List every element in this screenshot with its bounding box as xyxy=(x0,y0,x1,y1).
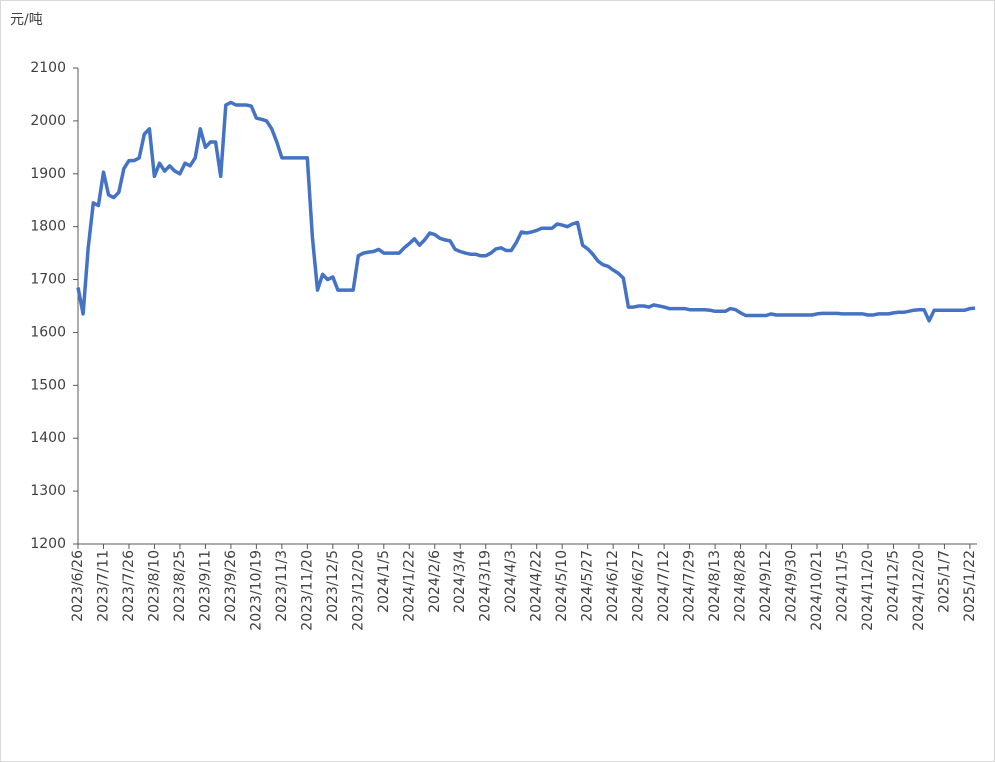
y-tick-label: 1900 xyxy=(30,166,66,182)
x-tick-label: 2024/9/30 xyxy=(784,550,800,622)
x-tick-label: 2023/9/11 xyxy=(197,550,213,622)
x-tick-label: 2024/9/12 xyxy=(758,550,774,622)
x-tick-label: 2024/11/20 xyxy=(860,550,876,631)
x-tick-label: 2023/10/19 xyxy=(248,550,264,631)
x-tick-label: 2023/12/5 xyxy=(325,550,341,622)
x-tick-label: 2024/12/20 xyxy=(911,550,927,631)
data-line xyxy=(76,100,976,323)
y-tick-label: 1800 xyxy=(30,219,66,235)
x-tick-label: 2024/10/21 xyxy=(809,550,825,631)
x-tick-label: 2024/12/5 xyxy=(885,550,901,622)
y-axis-label: 元/吨 xyxy=(10,12,43,28)
x-tick-label: 2025/1/22 xyxy=(962,550,978,622)
y-tick-label: 1500 xyxy=(30,377,66,393)
x-tick-label: 2025/1/7 xyxy=(936,550,952,613)
x-tick-label: 2024/4/22 xyxy=(529,550,545,622)
x-tick-label: 2024/1/22 xyxy=(401,550,417,622)
y-tick-label: 1300 xyxy=(30,483,66,499)
x-tick-label: 2023/8/10 xyxy=(146,550,162,622)
x-tick-label: 2024/5/27 xyxy=(580,550,596,622)
x-tick-label: 2024/5/10 xyxy=(554,550,570,622)
x-tick-label: 2024/2/6 xyxy=(427,550,443,613)
y-tick-label: 2000 xyxy=(30,113,66,129)
x-tick-label: 2024/6/12 xyxy=(605,550,621,622)
x-tick-label: 2024/6/27 xyxy=(631,550,647,622)
y-tick-label: 1400 xyxy=(30,430,66,446)
y-tick-label: 1600 xyxy=(30,324,66,340)
x-tick-label: 2024/11/5 xyxy=(834,550,850,622)
y-tick-label: 2100 xyxy=(30,60,66,76)
x-tick-label: 2023/11/20 xyxy=(299,550,315,631)
x-tick-label: 2024/4/3 xyxy=(503,550,519,613)
y-tick-label: 1200 xyxy=(30,536,66,552)
x-tick-label: 2023/12/20 xyxy=(350,550,366,631)
x-tick-label: 2023/6/26 xyxy=(70,550,86,622)
y-tick-label: 1700 xyxy=(30,272,66,288)
x-tick-label: 2024/3/4 xyxy=(452,550,468,613)
x-tick-label: 2023/7/26 xyxy=(121,550,137,622)
x-tick-label: 2024/7/29 xyxy=(682,550,698,622)
x-tick-label: 2024/8/13 xyxy=(707,550,723,622)
x-tick-label: 2024/8/28 xyxy=(733,550,749,622)
x-tick-label: 2023/11/3 xyxy=(274,550,290,622)
x-tick-label: 2024/1/5 xyxy=(376,550,392,613)
x-tick-label: 2023/7/11 xyxy=(95,550,111,622)
x-tick-label: 2024/7/12 xyxy=(656,550,672,622)
x-tick-label: 2023/8/25 xyxy=(172,550,188,622)
x-tick-label: 2024/3/19 xyxy=(478,550,494,622)
x-tick-label: 2023/9/26 xyxy=(223,550,239,622)
